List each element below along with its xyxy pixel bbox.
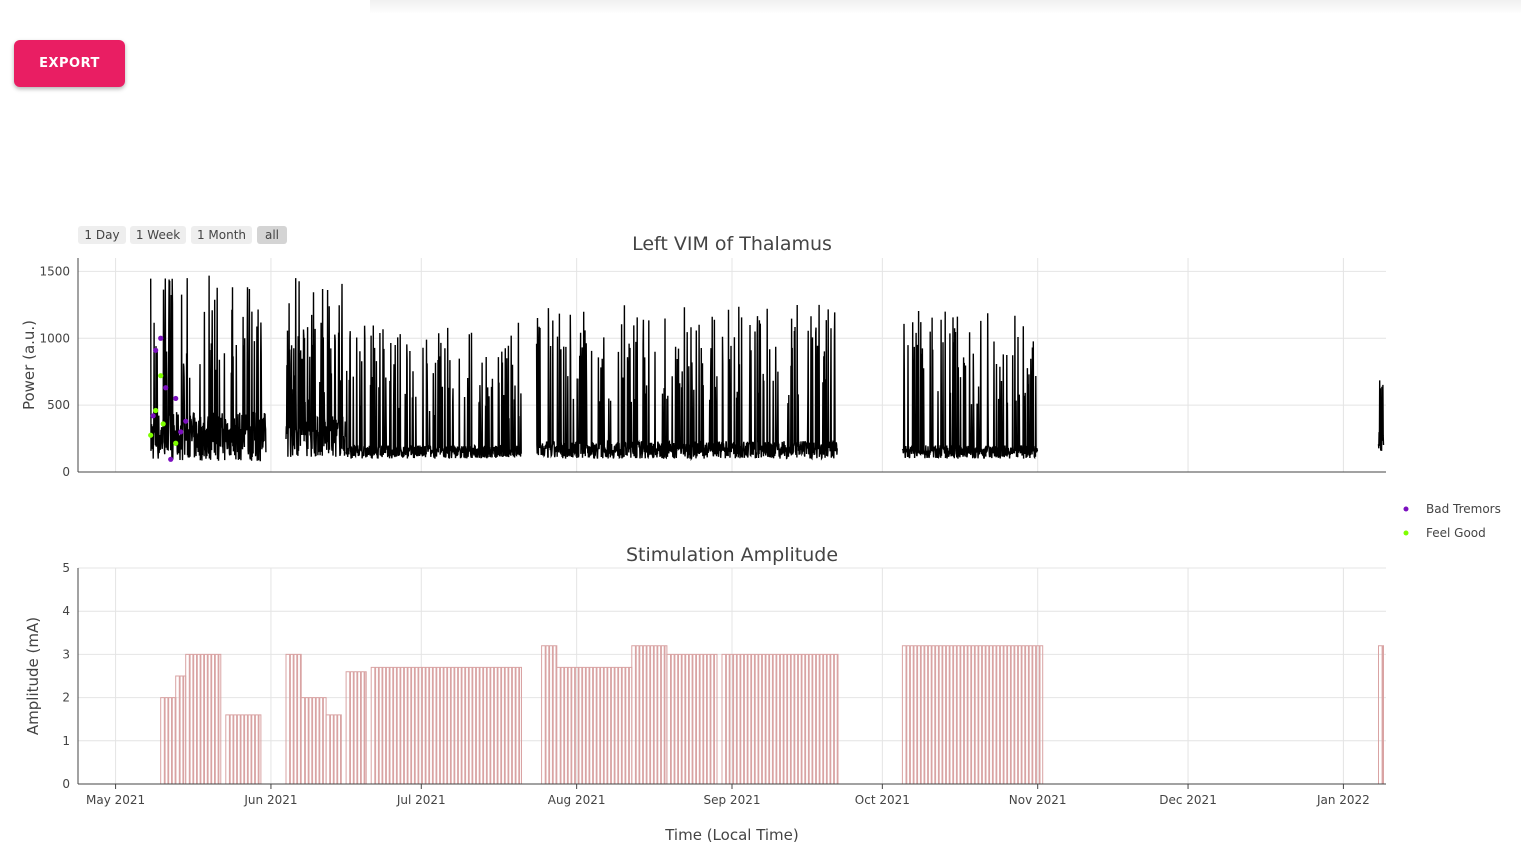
amplitude-y-tick-label: 0 xyxy=(62,777,70,791)
amplitude-trace-segment-14[interactable] xyxy=(901,645,1044,785)
legend[interactable]: Bad Tremors Feel Good xyxy=(1403,502,1501,540)
amplitude-trace-segment-8[interactable] xyxy=(370,666,522,785)
amplitude-y-tick-label: 3 xyxy=(62,647,70,661)
bad-tremors-marker[interactable] xyxy=(183,418,189,424)
amplitude-chart-title: Stimulation Amplitude xyxy=(626,544,838,566)
amplitude-trace-segment-3[interactable] xyxy=(225,714,262,785)
amplitude-y-tick-label: 1 xyxy=(62,734,70,748)
x-tick-label: Nov 2021 xyxy=(1009,793,1067,807)
amplitude-y-axis-title: Amplitude (mA) xyxy=(24,617,42,735)
bad-tremors-marker[interactable] xyxy=(150,413,156,419)
bad-tremors-marker[interactable] xyxy=(158,335,164,341)
feel-good-marker[interactable] xyxy=(173,440,179,446)
power-trace-segment-4[interactable] xyxy=(901,310,1039,460)
x-tick-label: Oct 2021 xyxy=(855,793,910,807)
x-tick-label: Jul 2021 xyxy=(396,793,446,807)
feel-good-marker[interactable] xyxy=(148,432,154,438)
amplitude-trace-segment-4[interactable] xyxy=(285,653,302,785)
power-y-tick-label: 500 xyxy=(47,398,70,412)
bad-tremors-marker[interactable] xyxy=(173,395,179,402)
feel-good-marker[interactable] xyxy=(160,421,166,427)
amplitude-trace-segment-2[interactable] xyxy=(185,653,222,785)
top-shadow-bar xyxy=(370,0,1521,14)
range-1-month-button[interactable]: 1 Month xyxy=(191,226,252,244)
power-trace-segment-5[interactable] xyxy=(1377,380,1385,451)
bad-tremors-marker[interactable] xyxy=(153,347,159,353)
bad-tremors-marker[interactable] xyxy=(163,385,169,391)
power-y-axis-title: Power (a.u.) xyxy=(20,320,38,410)
feel-good-marker[interactable] xyxy=(153,407,159,414)
x-tick-label: Jun 2021 xyxy=(243,793,297,807)
amplitude-trace-segment-13[interactable] xyxy=(721,653,839,785)
power-trace-segment-0[interactable] xyxy=(150,275,267,462)
amplitude-trace-segment-10[interactable] xyxy=(556,666,633,785)
range-1-week-button[interactable]: 1 Week xyxy=(130,226,186,244)
x-tick-label: Aug 2021 xyxy=(548,793,606,807)
x-axis-title: Time (Local Time) xyxy=(664,826,799,844)
export-button[interactable]: EXPORT xyxy=(14,40,125,87)
bad-tremors-marker[interactable] xyxy=(168,456,174,462)
amplitude-trace-segment-12[interactable] xyxy=(666,653,718,785)
power-trace-segment-1[interactable] xyxy=(285,278,347,457)
amplitude-trace-segment-1[interactable] xyxy=(175,675,187,785)
bad-tremors-marker[interactable] xyxy=(178,429,184,435)
power-y-tick-label: 1000 xyxy=(39,331,70,345)
amplitude-y-tick-label: 2 xyxy=(62,691,70,705)
legend-bad-tremors-label[interactable]: Bad Tremors xyxy=(1426,502,1501,516)
x-tick-label: Sep 2021 xyxy=(704,793,761,807)
legend-feel-good-marker xyxy=(1403,530,1409,536)
power-trace-segment-2[interactable] xyxy=(345,322,523,459)
amplitude-trace-segment-9[interactable] xyxy=(541,645,558,785)
legend-feel-good-label[interactable]: Feel Good xyxy=(1426,526,1486,540)
x-tick-label: Dec 2021 xyxy=(1159,793,1217,807)
range-1-day-button[interactable]: 1 Day xyxy=(78,226,126,244)
amplitude-trace-segment-11[interactable] xyxy=(631,645,668,785)
amplitude-trace-segment-15[interactable] xyxy=(1378,645,1384,785)
power-trace-segment-3[interactable] xyxy=(535,304,838,462)
x-tick-label: May 2021 xyxy=(86,793,145,807)
power-y-tick-label: 1500 xyxy=(39,264,70,278)
amplitude-y-tick-label: 4 xyxy=(62,604,70,618)
range-all-button[interactable]: all xyxy=(257,226,287,244)
power-y-tick-label: 0 xyxy=(62,465,70,479)
amplitude-trace-segment-7[interactable] xyxy=(345,671,367,785)
feel-good-marker[interactable] xyxy=(158,373,164,379)
amplitude-trace-segment-6[interactable] xyxy=(325,714,342,785)
amplitude-y-tick-label: 5 xyxy=(62,561,70,575)
legend-bad-tremors-marker xyxy=(1403,506,1409,512)
power-chart-title: Left VIM of Thalamus xyxy=(632,233,832,255)
x-tick-label: Jan 2022 xyxy=(1316,793,1370,807)
amplitude-trace-segment-5[interactable] xyxy=(300,697,327,785)
